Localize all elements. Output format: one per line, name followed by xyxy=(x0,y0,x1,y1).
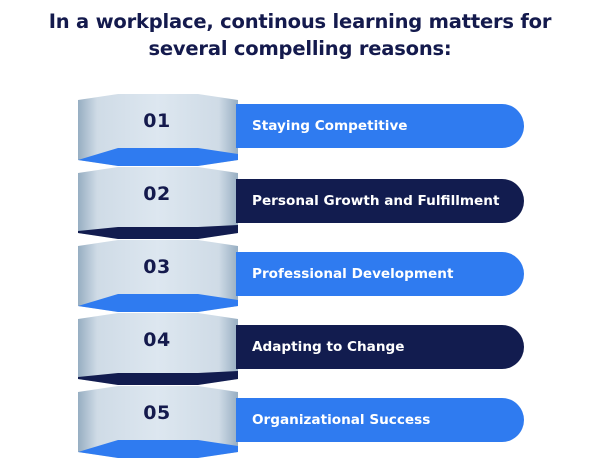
number-prism xyxy=(78,313,238,385)
prism-accent xyxy=(78,148,238,166)
prism-accent xyxy=(78,225,238,239)
title-line-1: In a workplace, continous learning matte… xyxy=(48,10,552,33)
item-label-pill: Organizational Success xyxy=(236,398,524,442)
title-line-2: several compelling reasons: xyxy=(148,37,452,60)
item-number: 01 xyxy=(143,110,171,132)
list-item: 05 Organizational Success xyxy=(0,384,600,460)
list-item: 04 Adapting to Change xyxy=(0,311,600,387)
prism-face xyxy=(78,167,238,239)
prism-accent xyxy=(78,371,238,385)
item-label-pill: Personal Growth and Fulfillment xyxy=(236,179,524,223)
list-item: 03 Professional Development xyxy=(0,238,600,314)
prism-face xyxy=(78,313,238,385)
item-label-pill: Professional Development xyxy=(236,252,524,296)
page-title: In a workplace, continous learning matte… xyxy=(0,8,600,62)
item-label-pill: Staying Competitive xyxy=(236,104,524,148)
number-prism xyxy=(78,94,238,166)
item-number: 04 xyxy=(143,329,171,351)
prism-accent xyxy=(78,294,238,312)
item-number: 02 xyxy=(143,183,171,205)
item-number: 03 xyxy=(143,256,171,278)
list-item: 02 Personal Growth and Fulfillment xyxy=(0,165,600,241)
list-item: 01 Staying Competitive xyxy=(0,92,600,168)
item-label-pill: Adapting to Change xyxy=(236,325,524,369)
item-number: 05 xyxy=(143,402,171,424)
number-prism xyxy=(78,167,238,239)
number-prism xyxy=(78,240,238,312)
